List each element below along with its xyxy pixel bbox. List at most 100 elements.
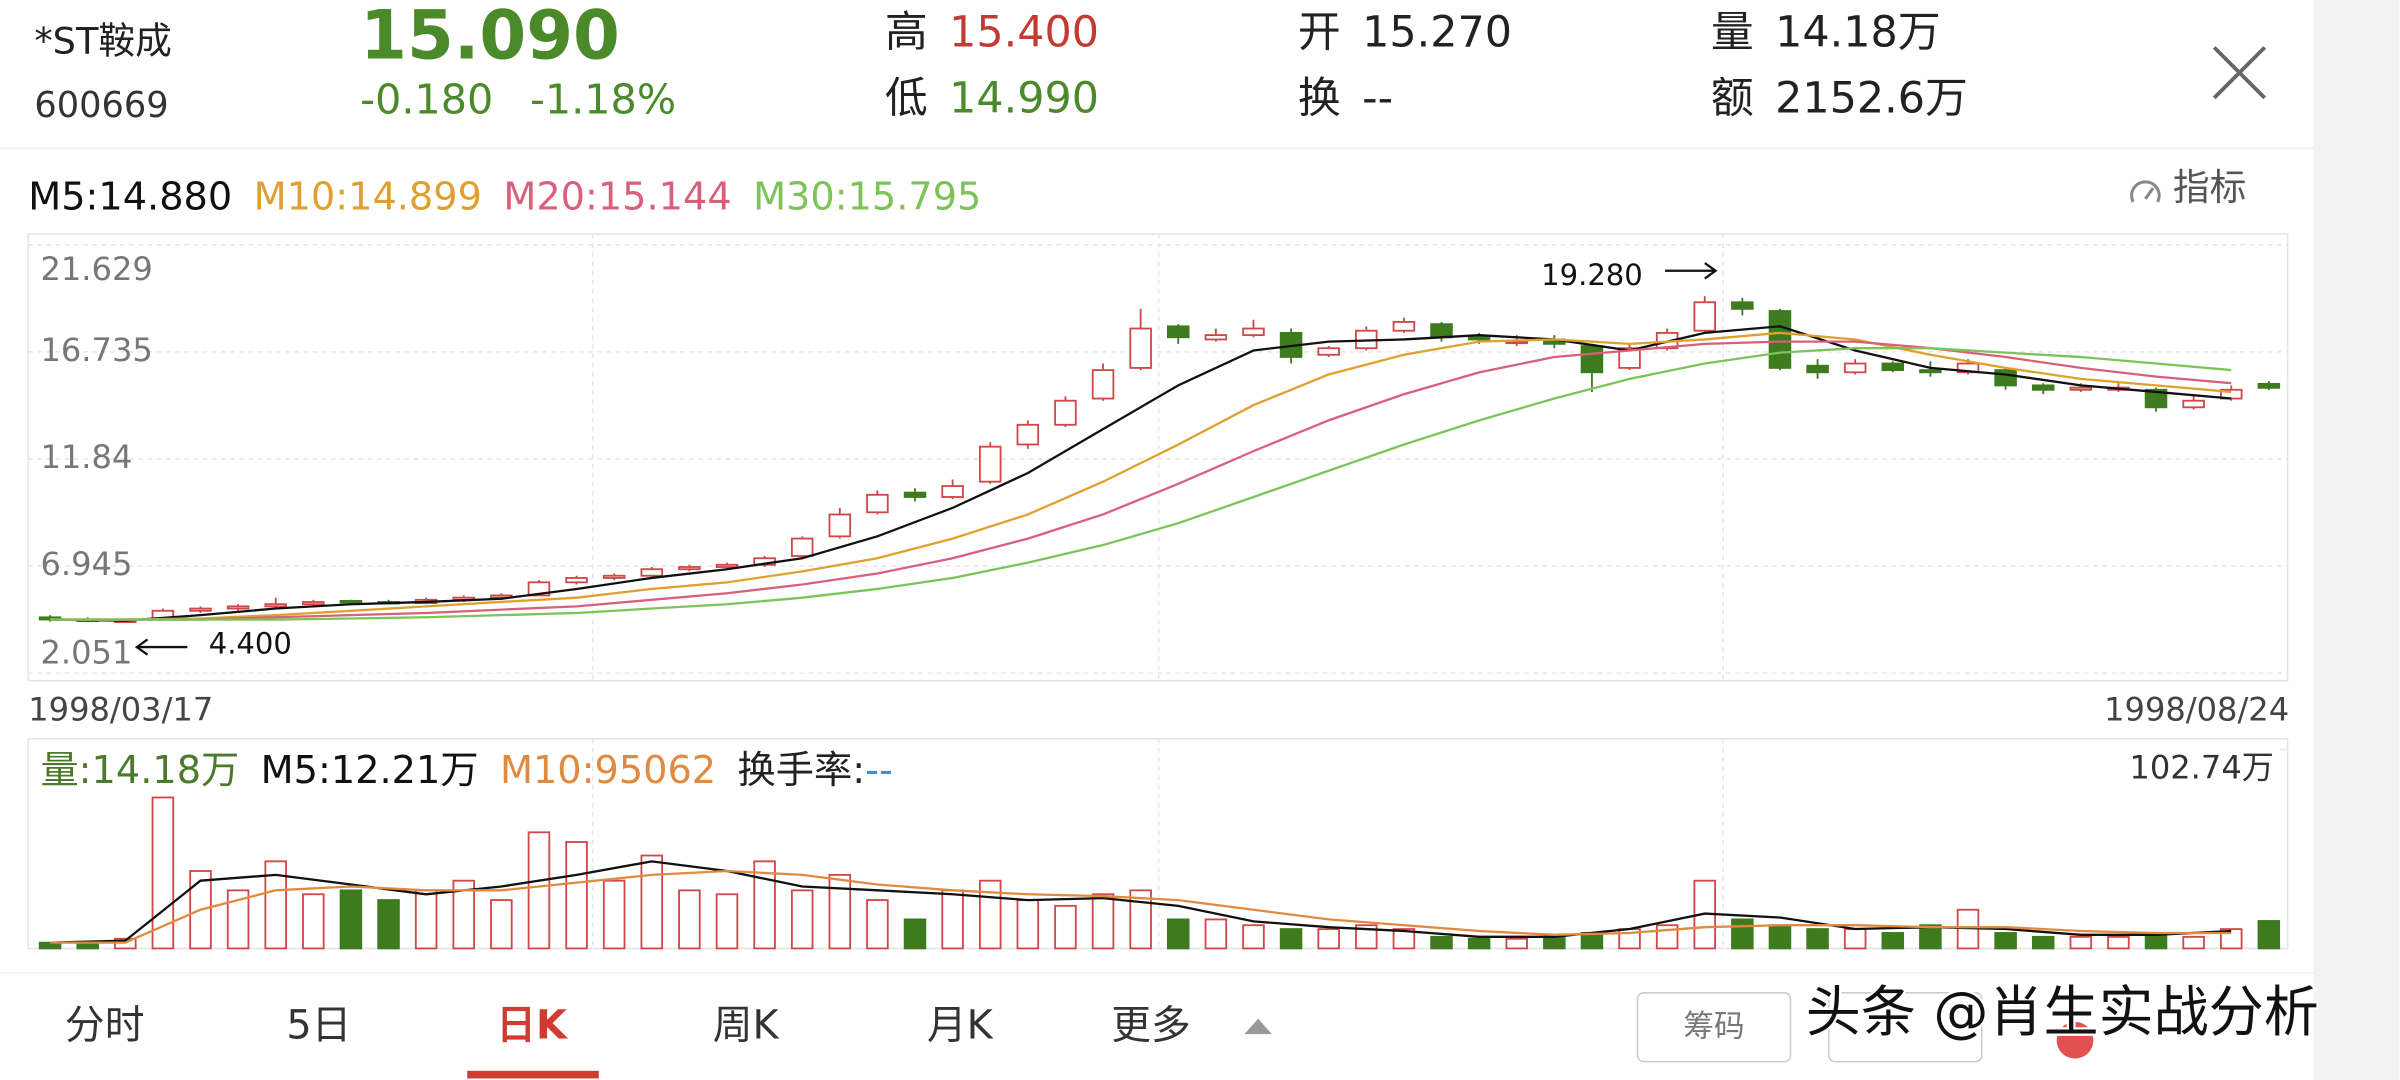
change-pct: -1.18% <box>530 75 676 123</box>
tab-active[interactable]: 日K <box>496 1002 569 1048</box>
volume-bar <box>1505 937 1528 950</box>
candle-body <box>1392 321 1416 332</box>
candle-body <box>941 485 964 498</box>
legend-entry: M10:95062 <box>500 749 716 793</box>
volume-bar <box>2257 920 2281 950</box>
candle-body <box>2182 399 2205 409</box>
tab[interactable]: 月K <box>927 1002 994 1048</box>
volume-bar <box>1317 928 1340 950</box>
candle-body <box>1843 362 1867 374</box>
candle-body <box>903 491 927 498</box>
label: 低 <box>885 73 928 123</box>
volume-bar <box>452 879 476 950</box>
candle-body <box>1768 310 1792 369</box>
candle-body <box>1505 340 1528 345</box>
volume-bar <box>38 941 62 950</box>
start-date: 1998/03/17 <box>28 690 213 728</box>
candle-body <box>640 568 664 577</box>
label: 量 <box>1711 8 1754 58</box>
stock-code: 600669 <box>34 85 168 126</box>
label: 额 <box>1711 73 1754 123</box>
candle-body <box>189 607 212 612</box>
tab[interactable]: 更多 <box>1111 1002 1191 1048</box>
candle-body <box>678 566 701 571</box>
arrow <box>1665 262 1718 280</box>
candle-body <box>1919 369 1942 374</box>
volume-bar <box>1467 937 1491 950</box>
value: 15.270 <box>1362 8 1512 58</box>
volume-bar <box>1731 918 1754 950</box>
volume-bar <box>1204 918 1228 950</box>
volume-bar <box>790 889 814 950</box>
ma-line <box>50 347 2232 621</box>
candle-body <box>978 445 1002 483</box>
legend-entry: 量:14.18万 <box>40 749 239 793</box>
candle-body <box>2219 388 2243 400</box>
tab[interactable]: 5日 <box>286 1002 351 1048</box>
value: 14.990 <box>949 73 1099 123</box>
volume-bar <box>1091 893 1115 950</box>
candle-body <box>2031 384 2055 391</box>
indicator-label: 指标 <box>2173 166 2246 209</box>
chip-label: 筹码 <box>1683 1009 1744 1044</box>
price: 15.090 <box>360 0 620 74</box>
end-date: 1998/08/24 <box>2104 690 2289 728</box>
value: -- <box>1362 73 1393 123</box>
y-tick-label: 21.629 <box>40 250 152 288</box>
indicator-button[interactable]: 指标 <box>2130 166 2247 209</box>
volume-bar <box>1994 932 2017 950</box>
legend-entry: M10:14.899 <box>254 175 482 219</box>
candle-body <box>1091 369 1115 400</box>
tab[interactable]: 分时 <box>65 1002 145 1048</box>
volume-bar <box>1392 928 1416 950</box>
ma-line <box>50 860 2232 944</box>
candle-body <box>828 513 852 538</box>
chip-button[interactable] <box>1636 992 1792 1063</box>
volume-frame <box>27 738 2289 950</box>
volume-bar <box>1242 924 1265 950</box>
candle-body <box>1806 364 1829 374</box>
legend-entry: M20:15.144 <box>503 175 731 219</box>
volume-bar <box>715 893 739 950</box>
candle-body <box>715 563 739 568</box>
volume-bar <box>2031 935 2055 950</box>
volume-bar <box>1543 935 1566 950</box>
volume-bar <box>1919 924 1942 950</box>
candle-body <box>1129 327 1152 369</box>
volume-bar <box>1768 924 1792 950</box>
volume-bar <box>2182 935 2205 950</box>
volume-bar <box>1016 899 1040 950</box>
candle-body <box>1580 345 1604 374</box>
volume-bar <box>941 889 964 950</box>
candle-body <box>2144 388 2168 409</box>
candle-body <box>1242 327 1265 337</box>
candle-body <box>790 537 814 557</box>
label: 高 <box>885 8 928 58</box>
legend-entry: M30:15.795 <box>753 175 981 219</box>
volume-bar <box>1843 928 1867 950</box>
volume-bar <box>302 893 325 950</box>
tab-bar: 分时 5日 日K 周K 月K 更多 <box>65 1002 1191 1048</box>
tab[interactable]: 周K <box>713 1002 780 1048</box>
volume-bar <box>1279 928 1303 950</box>
legend-entry: -- <box>865 749 893 793</box>
candle-body <box>565 577 588 584</box>
x-grid <box>591 234 1724 949</box>
button[interactable] <box>1827 992 1983 1063</box>
candle-body <box>602 574 626 579</box>
candle-body <box>1054 399 1077 426</box>
header: *ST鞍成 600669 15.090 -0.180 -1.18% 高 15.4… <box>34 0 2267 126</box>
volume-bar <box>264 860 287 950</box>
volume-bar <box>490 899 513 950</box>
candle-body <box>1016 423 1040 446</box>
close-button[interactable] <box>2212 46 2267 100</box>
candle-body <box>1317 347 1340 356</box>
volume-bar <box>1355 924 1378 950</box>
candle-body <box>2069 386 2093 391</box>
volume-bar <box>1580 932 1604 950</box>
candle-body <box>1881 362 1905 372</box>
volume-bar <box>2069 935 2093 950</box>
value: 15.400 <box>949 8 1099 58</box>
volume-bar <box>339 889 363 950</box>
